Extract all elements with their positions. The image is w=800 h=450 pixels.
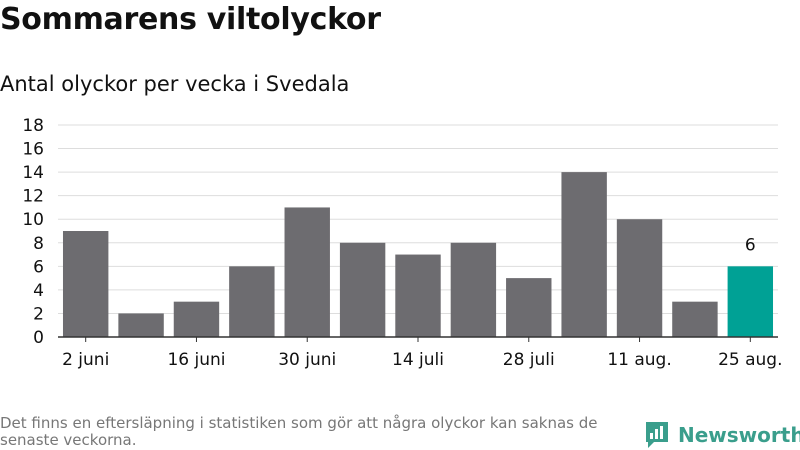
y-tick-label: 8: [33, 234, 44, 254]
x-tick-label: 11 aug.: [607, 350, 671, 370]
bar: [395, 254, 441, 337]
bar: [506, 278, 552, 337]
x-tick-label: 16 juni: [167, 350, 225, 370]
y-tick-label: 2: [33, 304, 44, 324]
bar-chart: 0 2 4 6 8 10 12 14 16 18 2 juni 16 juni 30 juni 14 j…: [22, 116, 783, 370]
x-axis: 2 juni 16 juni 30 juni 14 juli 28 juli 11 aug…: [58, 336, 783, 370]
bar: [62, 231, 109, 337]
bar: [561, 172, 607, 337]
y-tick-label: 10: [22, 210, 44, 230]
y-tick-label: 12: [22, 187, 44, 207]
bars: [62, 172, 774, 337]
footnote: Det finns en eftersläpning i statistiken…: [0, 414, 598, 449]
x-tick-label: 14 juli: [392, 350, 444, 370]
x-tick-label: 28 juli: [503, 350, 555, 370]
bar: [450, 242, 497, 337]
y-axis-labels: 0 2 4 6 8 10 12 14 16 18: [22, 116, 44, 348]
y-tick-label: 16: [22, 140, 44, 160]
bar-chart-speech-bubble-icon: [646, 422, 668, 448]
chart-title: Sommarens viltolyckor: [0, 2, 381, 37]
newsworthy-logo: Newsworthy: [644, 420, 800, 450]
x-tick-label: 25 aug.: [718, 350, 782, 370]
bar: [118, 313, 164, 337]
y-tick-label: 4: [33, 281, 44, 301]
bar: [672, 301, 718, 337]
chart-subtitle: Antal olyckor per vecka i Svedala: [0, 72, 350, 96]
brand-name: Newsworthy: [678, 423, 800, 447]
y-tick-label: 6: [33, 257, 44, 277]
y-tick-label: 14: [22, 163, 44, 183]
bar: [284, 207, 330, 337]
bar: [727, 266, 774, 337]
bar: [229, 266, 275, 337]
bar: [173, 301, 220, 337]
x-tick-label: 2 juni: [62, 350, 109, 370]
annotations: 6: [745, 235, 756, 255]
x-tick-label: 30 juni: [278, 350, 336, 370]
data-label: 6: [745, 235, 756, 255]
y-tick-label: 18: [22, 116, 44, 136]
y-tick-label: 0: [33, 328, 44, 348]
bar: [616, 219, 663, 337]
bar: [339, 242, 386, 337]
